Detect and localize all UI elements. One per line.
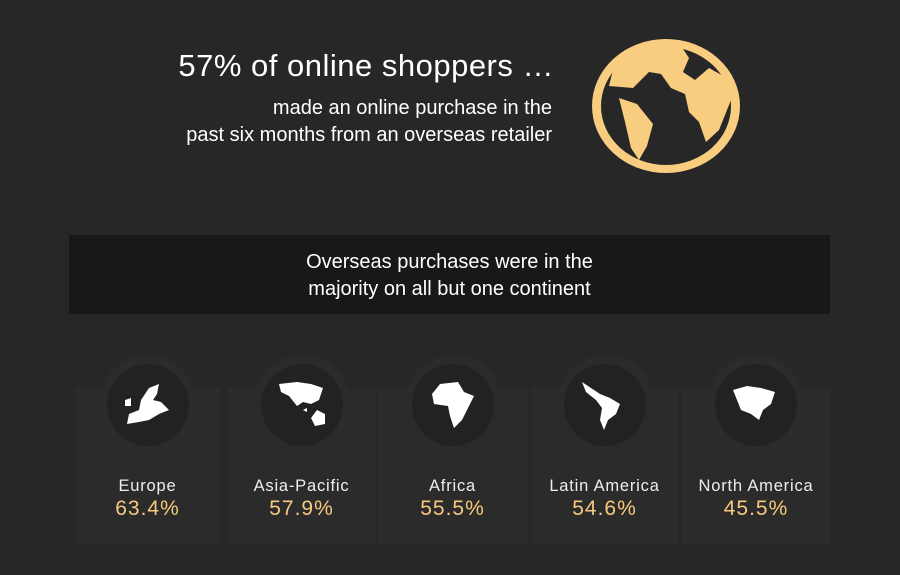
region-name: Latin America bbox=[549, 477, 660, 495]
region-name: North America bbox=[698, 477, 814, 495]
region-name: Asia-Pacific bbox=[253, 477, 350, 495]
banner: Overseas purchases were in the majority … bbox=[69, 235, 830, 314]
asia-pacific-map-icon bbox=[278, 382, 325, 426]
region-value: 54.6% bbox=[572, 497, 637, 520]
north-america-map-icon bbox=[733, 386, 775, 420]
region-value: 55.5% bbox=[420, 497, 485, 520]
subtext: made an online purchase in the past six … bbox=[186, 95, 552, 149]
region-card-europe: Europe 63.4% bbox=[75, 355, 220, 544]
region-card-north-america: North America 45.5% bbox=[682, 355, 830, 544]
africa-map-icon bbox=[431, 382, 474, 428]
region-card-asia-pacific: Asia-Pacific 57.9% bbox=[228, 355, 375, 544]
region-card-latin-america: Latin America 54.6% bbox=[531, 355, 678, 544]
europe-map-icon bbox=[124, 384, 169, 424]
region-name: Africa bbox=[429, 477, 476, 495]
latin-america-map-icon bbox=[581, 382, 620, 430]
region-value: 57.9% bbox=[269, 497, 334, 520]
region-value: 63.4% bbox=[115, 497, 180, 520]
banner-line: majority on all but one continent bbox=[308, 278, 591, 300]
region-card-africa: Africa 55.5% bbox=[378, 355, 527, 544]
subtext-line: made an online purchase in the bbox=[272, 97, 552, 119]
region-value: 45.5% bbox=[723, 497, 789, 520]
headline: 57% of online shoppers … bbox=[178, 48, 554, 83]
region-name: Europe bbox=[118, 477, 177, 495]
banner-line: Overseas purchases were in the bbox=[306, 251, 593, 273]
subtext-line: past six months from an overseas retaile… bbox=[186, 124, 552, 146]
globe-icon bbox=[592, 39, 740, 173]
